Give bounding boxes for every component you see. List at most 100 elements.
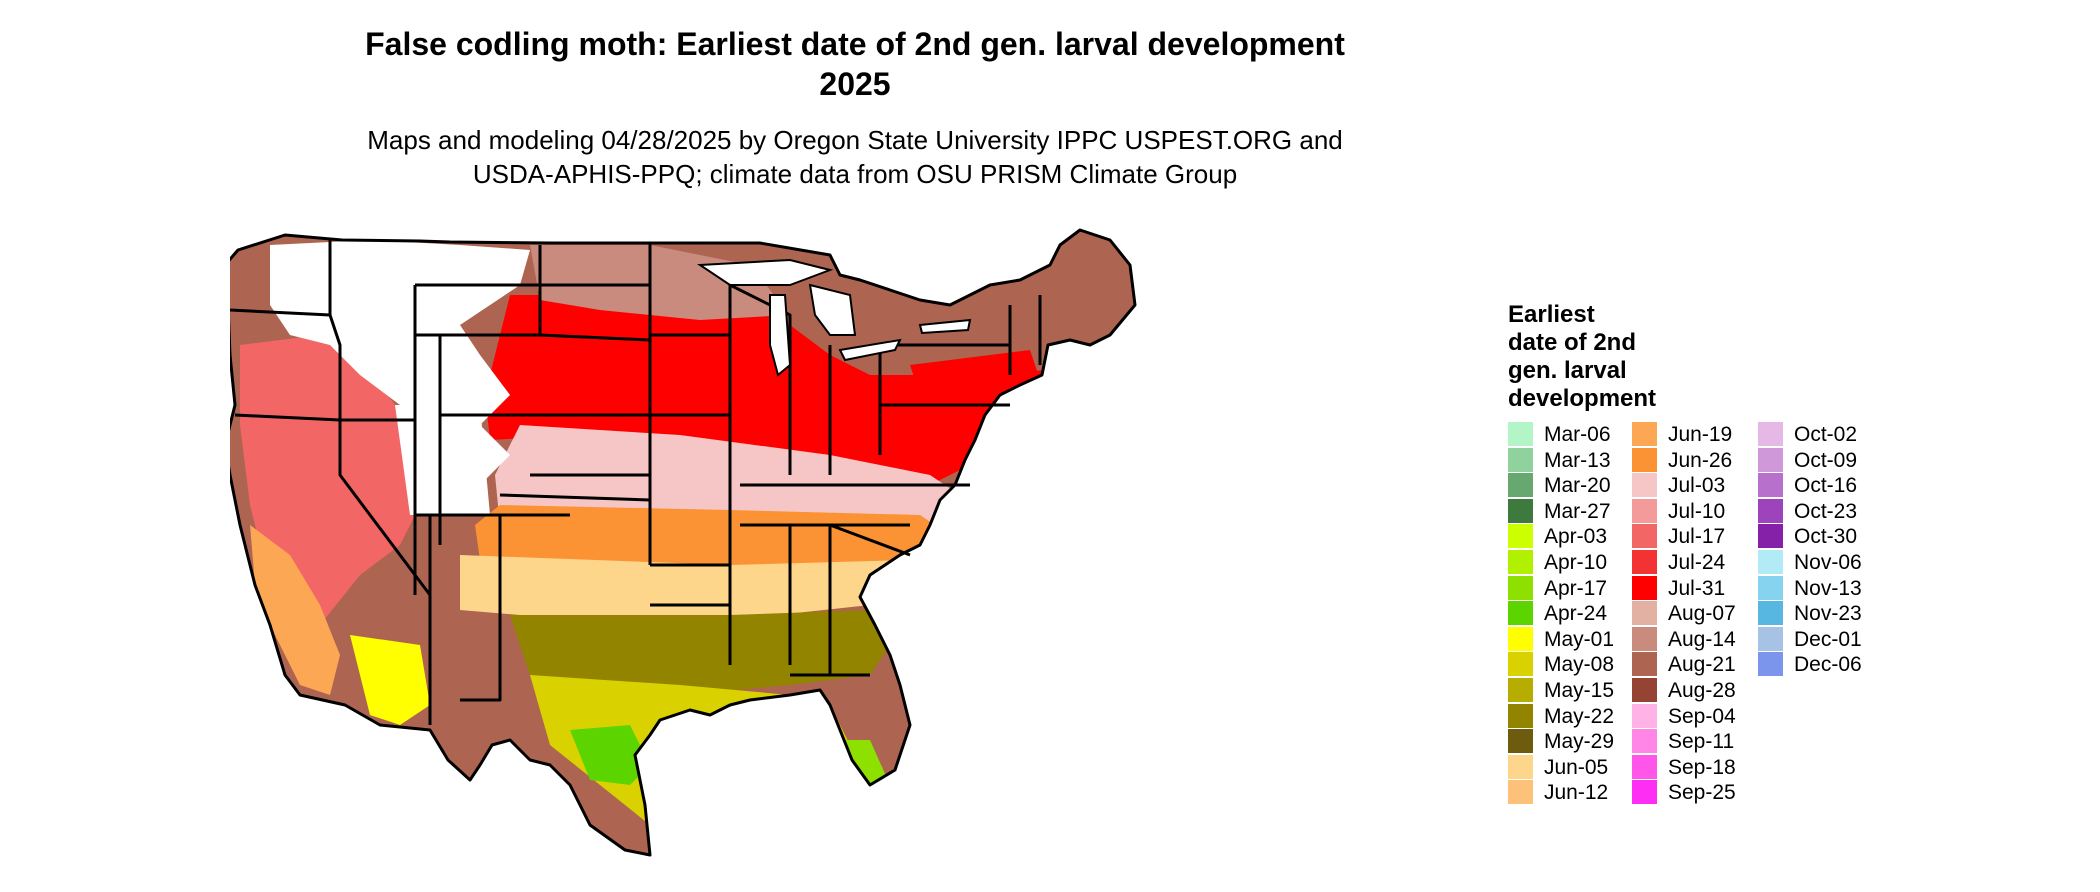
legend-label: Jul-31 — [1668, 576, 1726, 600]
legend-swatch — [1632, 447, 1657, 472]
legend-swatch — [1508, 524, 1533, 549]
legend-label: Oct-30 — [1794, 525, 1858, 549]
legend-label: Jun-12 — [1544, 781, 1609, 805]
border-sd-ne — [539, 333, 651, 342]
legend-label: May-22 — [1544, 704, 1615, 728]
legend-item: Aug-14 — [1632, 626, 1762, 653]
border-ga-sc — [829, 523, 911, 557]
legend-label: Nov-13 — [1794, 576, 1862, 600]
zone-colorado-white — [395, 405, 490, 515]
legend-label: May-29 — [1544, 730, 1615, 754]
legend-item: Jul-03 — [1632, 473, 1762, 499]
legend-item: Aug-28 — [1632, 677, 1762, 704]
border-ia-mo — [650, 333, 730, 417]
state-borders — [230, 228, 1137, 857]
map-title-line-2: 2025 — [819, 66, 891, 102]
legend-swatch — [1508, 677, 1533, 702]
border-nm-tx — [460, 515, 502, 702]
legend-column: Mar-06 Mar-13 Mar-20 Mar-27 Apr-03 Apr-10 Apr-… — [1508, 422, 1638, 806]
legend-item: Jul-31 — [1632, 575, 1762, 602]
lake-huron — [808, 283, 857, 336]
border-ca-nv — [338, 420, 432, 596]
legend-swatch — [1632, 422, 1657, 446]
legend-item: Sep-11 — [1632, 729, 1762, 755]
legend-swatch — [1758, 498, 1783, 523]
legend-swatch — [1632, 703, 1657, 728]
legend-swatch — [1508, 729, 1533, 754]
legend-label: Aug-14 — [1668, 627, 1736, 651]
legend-label: Mar-20 — [1544, 474, 1611, 498]
map-title: False codling moth: Earliest date of 2nd… — [0, 24, 1710, 104]
legend-item: Aug-21 — [1632, 652, 1762, 678]
legend-title-line: development — [1508, 385, 1657, 412]
zone-texas-green — [570, 725, 650, 785]
legend-title: Earliest date of 2nd gen. larval develop… — [1508, 301, 1708, 413]
zone-florida-green — [838, 740, 890, 785]
legend-swatch — [1758, 652, 1783, 677]
legend-item: Jul-10 — [1632, 498, 1762, 525]
legend-label: Aug-21 — [1668, 653, 1736, 677]
legend-column: Oct-02 Oct-09 Oct-16 Oct-23 Oct-30 Nov-06 Nov-… — [1758, 422, 1888, 678]
legend-item: Apr-24 — [1508, 601, 1638, 627]
legend-label: Dec-06 — [1794, 653, 1862, 677]
legend-title-line: gen. larval — [1508, 357, 1627, 384]
legend-swatch — [1508, 754, 1533, 779]
legend-label: Sep-25 — [1668, 781, 1736, 805]
legend-item: Mar-13 — [1508, 447, 1638, 474]
zone-arizona-yellow — [350, 635, 430, 725]
legend-item: Oct-16 — [1758, 473, 1888, 499]
legend-item: May-08 — [1508, 652, 1638, 678]
legend-swatch — [1508, 703, 1533, 728]
legend-item: Jun-26 — [1632, 447, 1762, 474]
legend-item: Apr-03 — [1508, 524, 1638, 550]
border-id-wy — [340, 285, 417, 422]
map-subtitle-line-1: Maps and modeling 04/28/2025 by Oregon S… — [367, 125, 1343, 155]
legend-item: Mar-27 — [1508, 498, 1638, 525]
legend-label: Jul-10 — [1668, 499, 1726, 523]
legend-item: Jul-17 — [1632, 524, 1762, 550]
legend-label: Apr-03 — [1544, 525, 1608, 549]
legend-label: Jun-05 — [1544, 755, 1609, 779]
legend-column: Jun-19 Jun-26 Jul-03 Jul-10 Jul-17 Jul-24 Jul-… — [1632, 422, 1762, 806]
legend-item: Sep-25 — [1632, 780, 1762, 806]
legend-item: May-15 — [1508, 677, 1638, 704]
legend-label: May-15 — [1544, 678, 1615, 702]
map-title-line-1: False codling moth: Earliest date of 2nd… — [365, 26, 1345, 62]
legend-swatch — [1632, 652, 1657, 677]
legend-swatch — [1632, 677, 1657, 702]
legend-swatch — [1632, 549, 1657, 574]
legend-item: Apr-17 — [1508, 575, 1638, 602]
legend-item: May-29 — [1508, 729, 1638, 755]
lake-ontario — [918, 318, 972, 335]
legend-item: May-01 — [1508, 626, 1638, 653]
legend-swatch — [1758, 626, 1783, 651]
legend-swatch — [1758, 524, 1783, 549]
legend-swatch — [1758, 575, 1783, 600]
zone-light-orange-band — [460, 555, 920, 620]
legend-swatch — [1632, 780, 1657, 805]
legend-label: Dec-01 — [1794, 627, 1862, 651]
legend-label: Oct-09 — [1794, 448, 1858, 472]
legend-swatch — [1758, 549, 1783, 574]
legend-swatch — [1508, 626, 1533, 651]
border-dakotas — [538, 245, 650, 287]
lake-michigan — [769, 294, 792, 377]
legend-swatch — [1508, 498, 1533, 523]
legend-label: Jun-26 — [1668, 448, 1733, 472]
legend-item: Sep-04 — [1632, 703, 1762, 730]
border-ar-la — [650, 563, 730, 607]
legend-label: Jul-17 — [1668, 525, 1726, 549]
legend-label: Jun-19 — [1668, 423, 1733, 446]
legend-item: Jun-05 — [1508, 754, 1638, 781]
legend-item: Oct-30 — [1758, 524, 1888, 550]
zone-california-orange — [250, 525, 340, 695]
legend-item: Nov-06 — [1758, 549, 1888, 576]
legend-label: Aug-28 — [1668, 678, 1736, 702]
legend-swatch — [1758, 422, 1783, 446]
legend-item: Dec-01 — [1758, 626, 1888, 653]
legend-swatch — [1508, 780, 1533, 805]
legend-item: May-22 — [1508, 703, 1638, 730]
legend-label: Sep-04 — [1668, 704, 1736, 728]
legend-label: Nov-06 — [1794, 550, 1862, 574]
legend-label: Aug-07 — [1668, 602, 1736, 626]
